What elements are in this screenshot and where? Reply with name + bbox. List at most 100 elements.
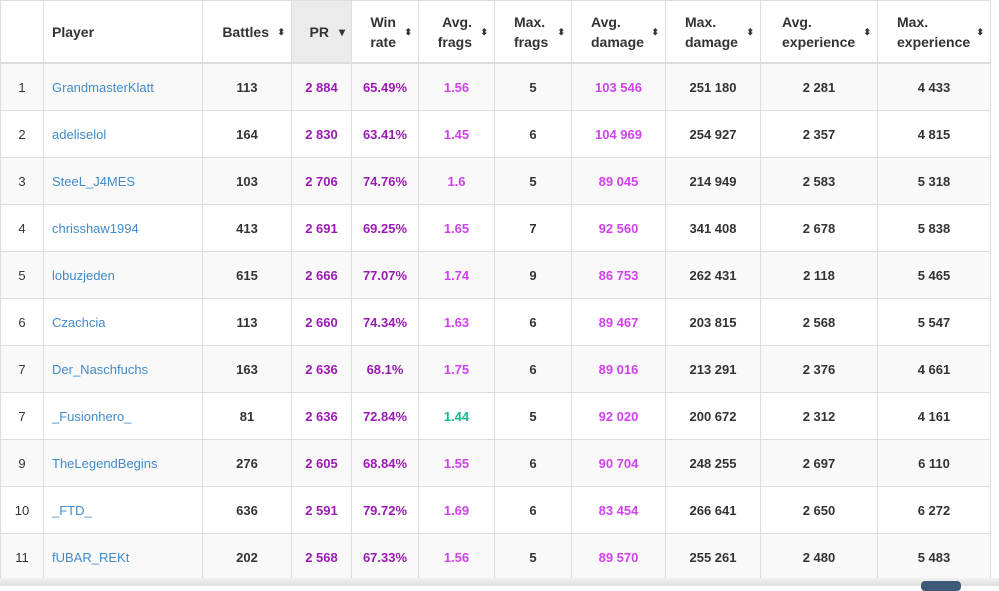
avg-frags-header[interactable]: Avg. frags ⬍ [418,0,495,64]
avg-damage-cell: 92 020 [571,392,666,440]
max-damage-cell: 200 672 [665,392,761,440]
max-damage-header[interactable]: Max. damage ⬍ [665,0,761,64]
max-experience-cell: 5 465 [877,251,991,299]
sort-icon: ⬍ [863,26,871,37]
max-damage-cell: 251 180 [665,62,761,111]
pr-cell: 2 568 [291,533,352,581]
max-experience-cell: 5 838 [877,204,991,252]
max-damage-cell: 341 408 [665,204,761,252]
header-row: Player Battles ⬍ PR ▾ Win rate ⬍ Avg. frags ⬍ … [0,0,991,64]
player-link[interactable]: Czachcia [52,314,106,330]
win-rate-cell: 74.76% [351,157,419,205]
max-damage-cell: 213 291 [665,345,761,393]
avg-experience-cell: 2 678 [760,204,878,252]
player-cell: Czachcia [43,298,203,346]
avg-frags-cell: 1.74 [418,251,495,299]
player-ranking-table: Player Battles ⬍ PR ▾ Win rate ⬍ Avg. frags ⬍ … [0,0,991,581]
avg-damage-cell: 89 045 [571,157,666,205]
table-row: 7 Der_Naschfuchs 163 2 636 68.1% 1.75 6 89 016 2… [0,345,991,393]
battles-header[interactable]: Battles ⬍ [202,0,292,64]
rank-cell: 9 [0,439,44,487]
player-link[interactable]: Der_Naschfuchs [52,361,149,377]
sort-icon: ⬍ [557,26,565,37]
avg-damage-cell: 104 969 [571,110,666,158]
rank-cell: 11 [0,533,44,581]
max-damage-cell: 214 949 [665,157,761,205]
pr-cell: 2 591 [291,486,352,534]
player-link[interactable]: lobuzjeden [52,267,115,283]
player-link[interactable]: SteeL_J4MES [52,173,136,189]
max-frags-cell: 6 [494,439,572,487]
pr-cell: 2 706 [291,157,352,205]
pr-cell: 2 605 [291,439,352,487]
player-link[interactable]: _FTD_ [52,502,92,518]
win-rate-label-1: Win [370,13,396,30]
player-cell: adeliselol [43,110,203,158]
sort-icon: ⬍ [480,26,488,37]
player-cell: chrisshaw1994 [43,204,203,252]
table-row: 1 GrandmasterKlatt 113 2 884 65.49% 1.56 5 103 … [0,62,991,111]
win-rate-cell: 63.41% [351,110,419,158]
max-experience-cell: 5 318 [877,157,991,205]
avg-frags-cell: 1.6 [418,157,495,205]
avg-experience-cell: 2 583 [760,157,878,205]
max-experience-cell: 4 433 [877,62,991,111]
player-cell: fUBAR_REKt [43,533,203,581]
win-rate-cell: 74.34% [351,298,419,346]
player-link[interactable]: GrandmasterKlatt [52,79,154,95]
avg-experience-cell: 2 281 [760,62,878,111]
max-frags-cell: 6 [494,345,572,393]
avg-damage-header[interactable]: Avg. damage ⬍ [571,0,666,64]
max-experience-header[interactable]: Max. experience ⬍ [877,0,991,64]
max-experience-cell: 4 661 [877,345,991,393]
win-rate-cell: 68.1% [351,345,419,393]
player-link[interactable]: chrisshaw1994 [52,220,139,236]
avg-frags-label-2: frags [437,33,472,50]
player-cell: SteeL_J4MES [43,157,203,205]
win-rate-cell: 68.84% [351,439,419,487]
table-row: 4 chrisshaw1994 413 2 691 69.25% 1.65 7 92 560 3… [0,204,991,252]
avg-experience-cell: 2 312 [760,392,878,440]
avg-frags-cell: 1.55 [418,439,495,487]
avg-experience-cell: 2 568 [760,298,878,346]
rank-cell: 10 [0,486,44,534]
rank-cell: 7 [0,345,44,393]
pr-cell: 2 636 [291,345,352,393]
max-damage-label-1: Max. [685,13,717,30]
max-experience-cell: 5 483 [877,533,991,581]
player-cell: lobuzjeden [43,251,203,299]
scroll-button[interactable] [921,581,961,591]
rank-cell: 4 [0,204,44,252]
player-link[interactable]: fUBAR_REKt [52,549,130,565]
max-experience-cell: 4 161 [877,392,991,440]
player-link[interactable]: TheLegendBegins [52,455,158,471]
avg-experience-header[interactable]: Avg. experience ⬍ [760,0,878,64]
max-damage-cell: 203 815 [665,298,761,346]
rank-cell: 1 [0,62,44,111]
avg-damage-cell: 89 467 [571,298,666,346]
battles-cell: 113 [202,298,292,346]
player-link[interactable]: _Fusionhero_ [52,408,132,424]
player-header[interactable]: Player [43,0,203,64]
rank-cell: 7 [0,392,44,440]
sort-icon: ⬍ [277,26,285,37]
max-damage-cell: 254 927 [665,110,761,158]
player-link[interactable]: adeliselol [52,126,107,142]
player-cell: _FTD_ [43,486,203,534]
sort-icon: ⬍ [746,26,754,37]
max-frags-cell: 6 [494,110,572,158]
rank-header [0,0,44,64]
win-rate-cell: 79.72% [351,486,419,534]
pr-header[interactable]: PR ▾ [291,0,352,64]
player-header-label: Player [52,23,95,40]
max-frags-cell: 7 [494,204,572,252]
max-frags-cell: 5 [494,62,572,111]
avg-damage-cell: 86 753 [571,251,666,299]
max-frags-label-1: Max. [514,13,546,30]
win-rate-header[interactable]: Win rate ⬍ [351,0,419,64]
max-damage-cell: 262 431 [665,251,761,299]
max-frags-header[interactable]: Max. frags ⬍ [494,0,572,64]
pr-cell: 2 660 [291,298,352,346]
avg-experience-cell: 2 376 [760,345,878,393]
max-frags-cell: 9 [494,251,572,299]
